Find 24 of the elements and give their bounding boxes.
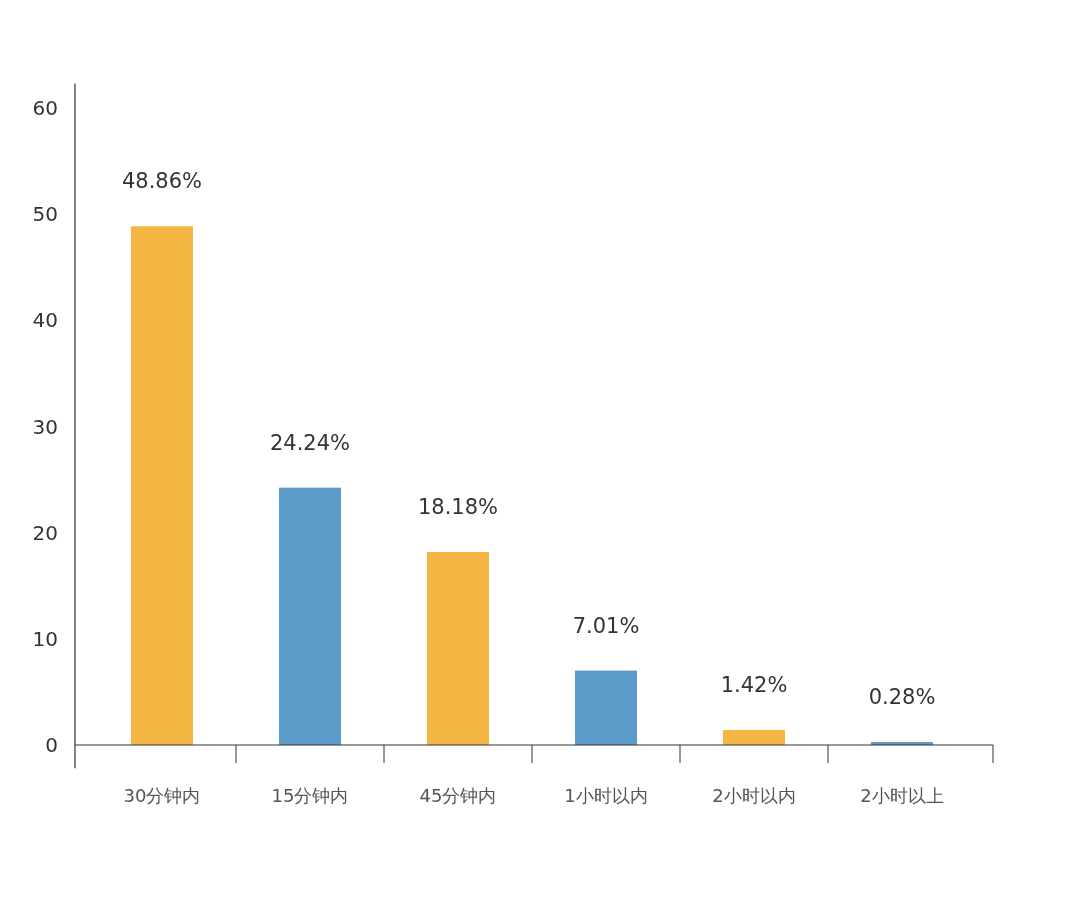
bar: [575, 670, 637, 745]
x-tick-label: 2小时以内: [712, 785, 796, 806]
bar: [279, 487, 341, 745]
data-label: 1.42%: [720, 672, 788, 697]
data-label: 24.24%: [269, 430, 351, 455]
data-label: 18.18%: [417, 494, 499, 519]
y-tick-label: 40: [32, 308, 58, 333]
y-tick-label: 50: [32, 202, 58, 227]
y-tick-label: 10: [32, 626, 58, 651]
y-tick-label: 0: [45, 733, 58, 757]
x-tick-label: 1小时以内: [564, 785, 648, 806]
x-tick-label: 15分钟内: [271, 785, 349, 806]
x-tick-label: 2小时以上: [860, 785, 944, 806]
data-label: 48.86%: [121, 169, 203, 194]
bar: [723, 729, 785, 745]
y-tick-label: 60: [32, 96, 58, 120]
y-tick-label: 30: [32, 414, 58, 439]
x-tick-label: 45分钟内: [419, 785, 497, 806]
y-tick-label: 20: [32, 520, 58, 545]
x-tick-label: 30分钟内: [123, 785, 201, 806]
bar: [427, 551, 489, 745]
bar: [131, 226, 193, 745]
data-label: 0.28%: [868, 685, 936, 710]
data-label: 7.01%: [572, 613, 640, 638]
